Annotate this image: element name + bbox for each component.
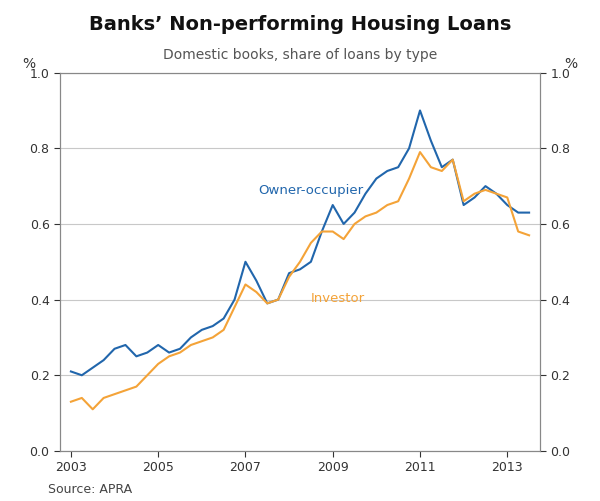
Text: Investor: Investor <box>311 292 365 305</box>
Text: Banks’ Non-performing Housing Loans: Banks’ Non-performing Housing Loans <box>89 15 511 34</box>
Text: Owner-occupier: Owner-occupier <box>259 184 364 197</box>
Text: %: % <box>565 57 578 71</box>
Text: %: % <box>22 57 35 71</box>
Text: Domestic books, share of loans by type: Domestic books, share of loans by type <box>163 48 437 62</box>
Text: Source: APRA: Source: APRA <box>48 483 132 496</box>
